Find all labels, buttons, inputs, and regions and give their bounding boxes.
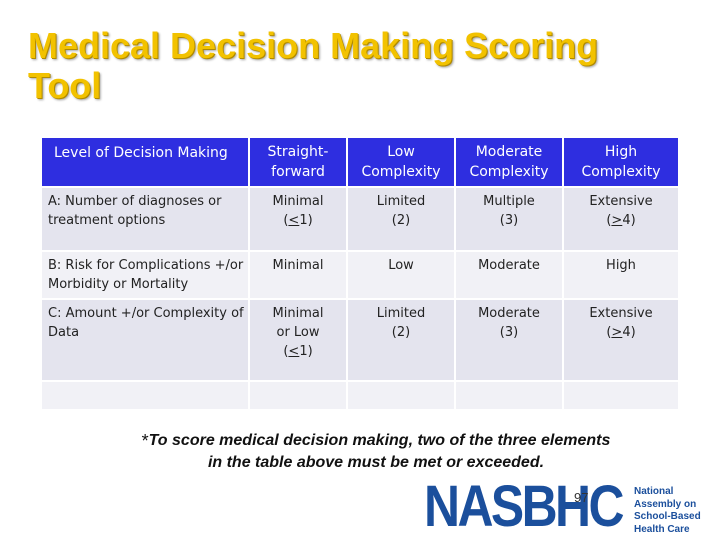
- table-cell: Low: [348, 252, 456, 300]
- table-cell: Moderate: [456, 252, 564, 300]
- footnote-line-1: To score medical decision making, two of…: [148, 432, 611, 449]
- table-cell: High: [564, 252, 678, 300]
- table-cell: Minimal (<1): [250, 188, 348, 252]
- decision-making-table: Level of Decision Making Straight-forwar…: [42, 138, 678, 411]
- slide-title-line-1: Medical Decision Making Scoring: [28, 25, 599, 66]
- footnote: *To score medical decision making, two o…: [96, 430, 656, 474]
- table-cell: Multiple (3): [456, 188, 564, 252]
- header-straightforward: Straight-forward: [250, 138, 348, 188]
- footnote-line-2: in the table above must be met or exceed…: [207, 454, 545, 471]
- footnote-star: *: [141, 431, 149, 451]
- table-cell: Moderate (3): [456, 300, 564, 382]
- table-row: B: Risk for Complications +/or Morbidity…: [42, 252, 678, 300]
- header-high-complexity: High Complexity: [564, 138, 678, 188]
- table-cell: Extensive (>4): [564, 188, 678, 252]
- table-cell: Minimal: [250, 252, 348, 300]
- header-moderate-complexity: Moderate Complexity: [456, 138, 564, 188]
- table-row-empty: [42, 382, 678, 411]
- table-header-row: Level of Decision Making Straight-forwar…: [42, 138, 678, 188]
- row-label: A: Number of diagnoses or treatment opti…: [42, 188, 250, 252]
- slide-title-line-2: Tool: [28, 65, 102, 106]
- table-cell: Extensive (>4): [564, 300, 678, 382]
- header-level: Level of Decision Making: [42, 138, 250, 188]
- table-row: A: Number of diagnoses or treatment opti…: [42, 188, 678, 252]
- nasbhc-logo-subtitle: National Assembly on School-Based Health…: [634, 486, 701, 535]
- table-cell: Minimal or Low (<1): [250, 300, 348, 382]
- table-cell: Limited (2): [348, 300, 456, 382]
- header-low-complexity: Low Complexity: [348, 138, 456, 188]
- slide-number: 97: [574, 490, 589, 505]
- table-row: C: Amount +/or Complexity of Data Minima…: [42, 300, 678, 382]
- slide-title: Medical Decision Making Scoring Tool: [28, 26, 708, 106]
- table-cell: Limited (2): [348, 188, 456, 252]
- nasbhc-logo-wordmark: NASBHC: [424, 474, 624, 539]
- row-label: B: Risk for Complications +/or Morbidity…: [42, 252, 250, 300]
- row-label: C: Amount +/or Complexity of Data: [42, 300, 250, 382]
